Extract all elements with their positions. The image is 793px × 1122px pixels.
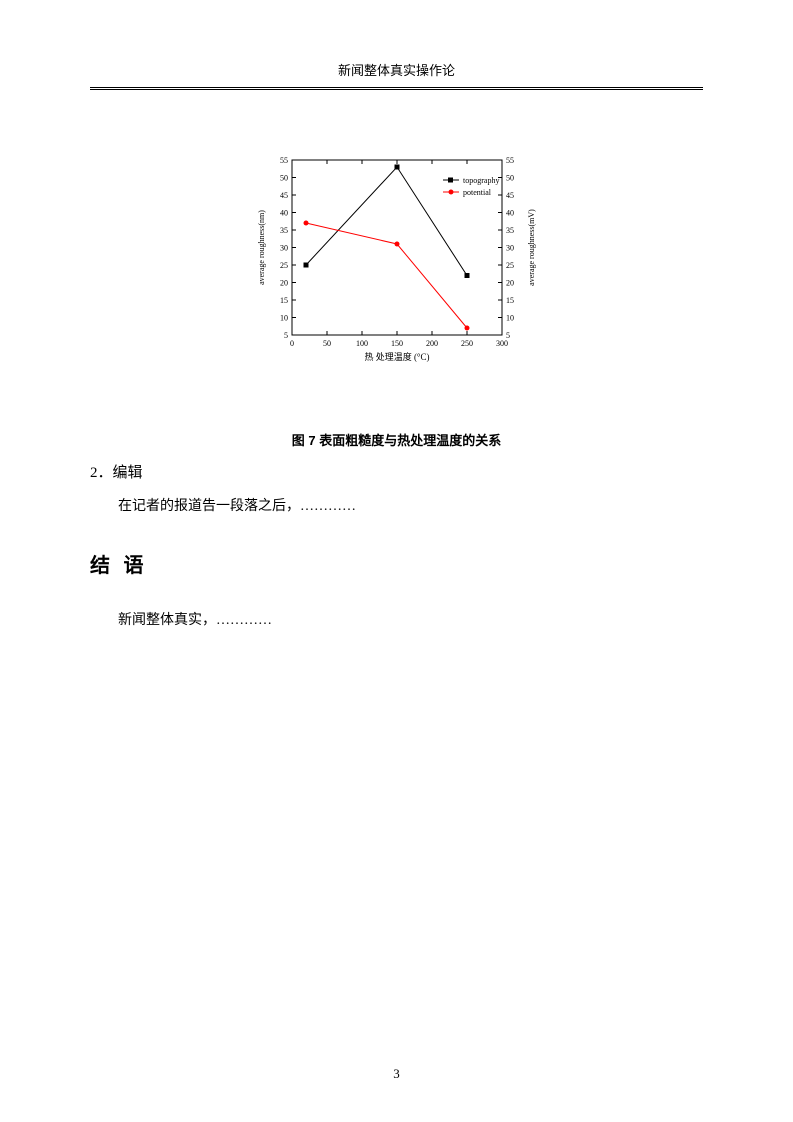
svg-text:potential: potential xyxy=(463,188,492,197)
svg-text:50: 50 xyxy=(280,174,288,183)
svg-text:55: 55 xyxy=(280,156,288,165)
svg-text:40: 40 xyxy=(506,209,514,218)
svg-text:25: 25 xyxy=(280,261,288,270)
svg-text:热 处理温度 (°C): 热 处理温度 (°C) xyxy=(364,351,429,362)
roughness-chart: 0 50 100 150 200 250 300 热 处理温度 (°C) 5 10 15 20 25 30… xyxy=(242,150,552,370)
svg-text:0: 0 xyxy=(290,339,294,348)
page-header-title: 新闻整体真实操作论 xyxy=(90,60,703,87)
svg-text:300: 300 xyxy=(496,339,508,348)
conclusion-heading: 结 语 xyxy=(90,549,703,578)
svg-text:5: 5 xyxy=(506,331,510,340)
svg-text:45: 45 xyxy=(280,191,288,200)
svg-text:45: 45 xyxy=(506,191,514,200)
section-2-heading: 2．编辑 xyxy=(90,461,703,482)
svg-text:topography: topography xyxy=(463,176,499,185)
svg-text:50: 50 xyxy=(506,174,514,183)
svg-text:35: 35 xyxy=(506,226,514,235)
conclusion-text: 新闻整体真实，………… xyxy=(90,608,703,633)
svg-text:20: 20 xyxy=(506,279,514,288)
svg-text:15: 15 xyxy=(280,296,288,305)
svg-text:150: 150 xyxy=(391,339,403,348)
svg-text:40: 40 xyxy=(280,209,288,218)
svg-text:30: 30 xyxy=(506,244,514,253)
svg-text:100: 100 xyxy=(356,339,368,348)
figure-caption: 图 7 表面粗糙度与热处理温度的关系 xyxy=(90,430,703,449)
svg-text:35: 35 xyxy=(280,226,288,235)
svg-text:50: 50 xyxy=(323,339,331,348)
svg-text:10: 10 xyxy=(280,314,288,323)
svg-text:55: 55 xyxy=(506,156,514,165)
header-divider xyxy=(90,87,703,90)
page-number: 3 xyxy=(0,1066,793,1082)
svg-text:200: 200 xyxy=(426,339,438,348)
svg-text:average roughness(mV): average roughness(mV) xyxy=(527,209,536,286)
svg-text:10: 10 xyxy=(506,314,514,323)
section-2-text: 在记者的报道告一段落之后，………… xyxy=(90,494,703,519)
svg-text:15: 15 xyxy=(506,296,514,305)
svg-text:20: 20 xyxy=(280,279,288,288)
svg-text:30: 30 xyxy=(280,244,288,253)
svg-text:25: 25 xyxy=(506,261,514,270)
svg-text:5: 5 xyxy=(284,331,288,340)
svg-text:average roughness(nm): average roughness(nm) xyxy=(257,210,266,285)
svg-text:250: 250 xyxy=(461,339,473,348)
